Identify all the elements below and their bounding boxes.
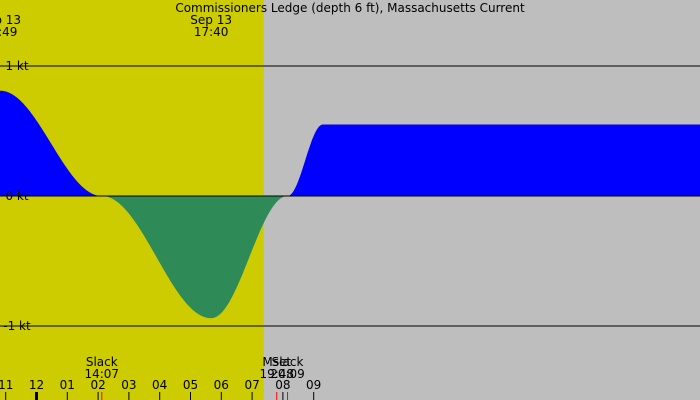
hour-label: 01 — [60, 378, 75, 392]
y-tick-label: 0 kt — [5, 189, 28, 203]
event-time: 19:48 — [259, 367, 294, 381]
event-label: Slack — [86, 355, 118, 369]
event-label: Slack — [272, 355, 304, 369]
flood-current-area — [0, 90, 700, 196]
extreme-date: Sep 13 — [190, 13, 232, 27]
event-labels: Slack01:30Slack07:38Mrise09:07Slack14:07… — [84, 355, 305, 381]
hour-label: 12 — [29, 378, 44, 392]
event-label: Mset — [262, 355, 291, 369]
hour-label: 09 — [306, 378, 321, 392]
hour-label: 11 — [0, 378, 13, 392]
y-tick-label: 1 kt — [5, 59, 28, 73]
hour-label: 05 — [183, 378, 198, 392]
hour-label: 02 — [90, 378, 105, 392]
hour-label: 06 — [214, 378, 229, 392]
ebb-current-area — [0, 196, 700, 319]
chart-title: Commissioners Ledge (depth 6 ft), Massac… — [175, 1, 525, 15]
y-tick-labels: 1 kt 0 kt -1 kt — [3, 59, 31, 333]
hour-label: 04 — [152, 378, 167, 392]
hour-axis: 1112010203040506070809101112010203040506… — [0, 378, 321, 400]
hour-label: 08 — [275, 378, 290, 392]
y-gridlines — [0, 65, 700, 327]
hour-label: 07 — [244, 378, 259, 392]
extreme-time: 17:40 — [194, 25, 229, 39]
event-time: 20:09 — [270, 367, 305, 381]
hour-label: 03 — [121, 378, 136, 392]
current-area — [0, 90, 700, 319]
event-time: 14:07 — [84, 367, 119, 381]
extreme-date: Sep 13 — [0, 13, 21, 27]
y-tick-label: -1 kt — [3, 319, 31, 333]
extreme-time: 10:49 — [0, 25, 17, 39]
